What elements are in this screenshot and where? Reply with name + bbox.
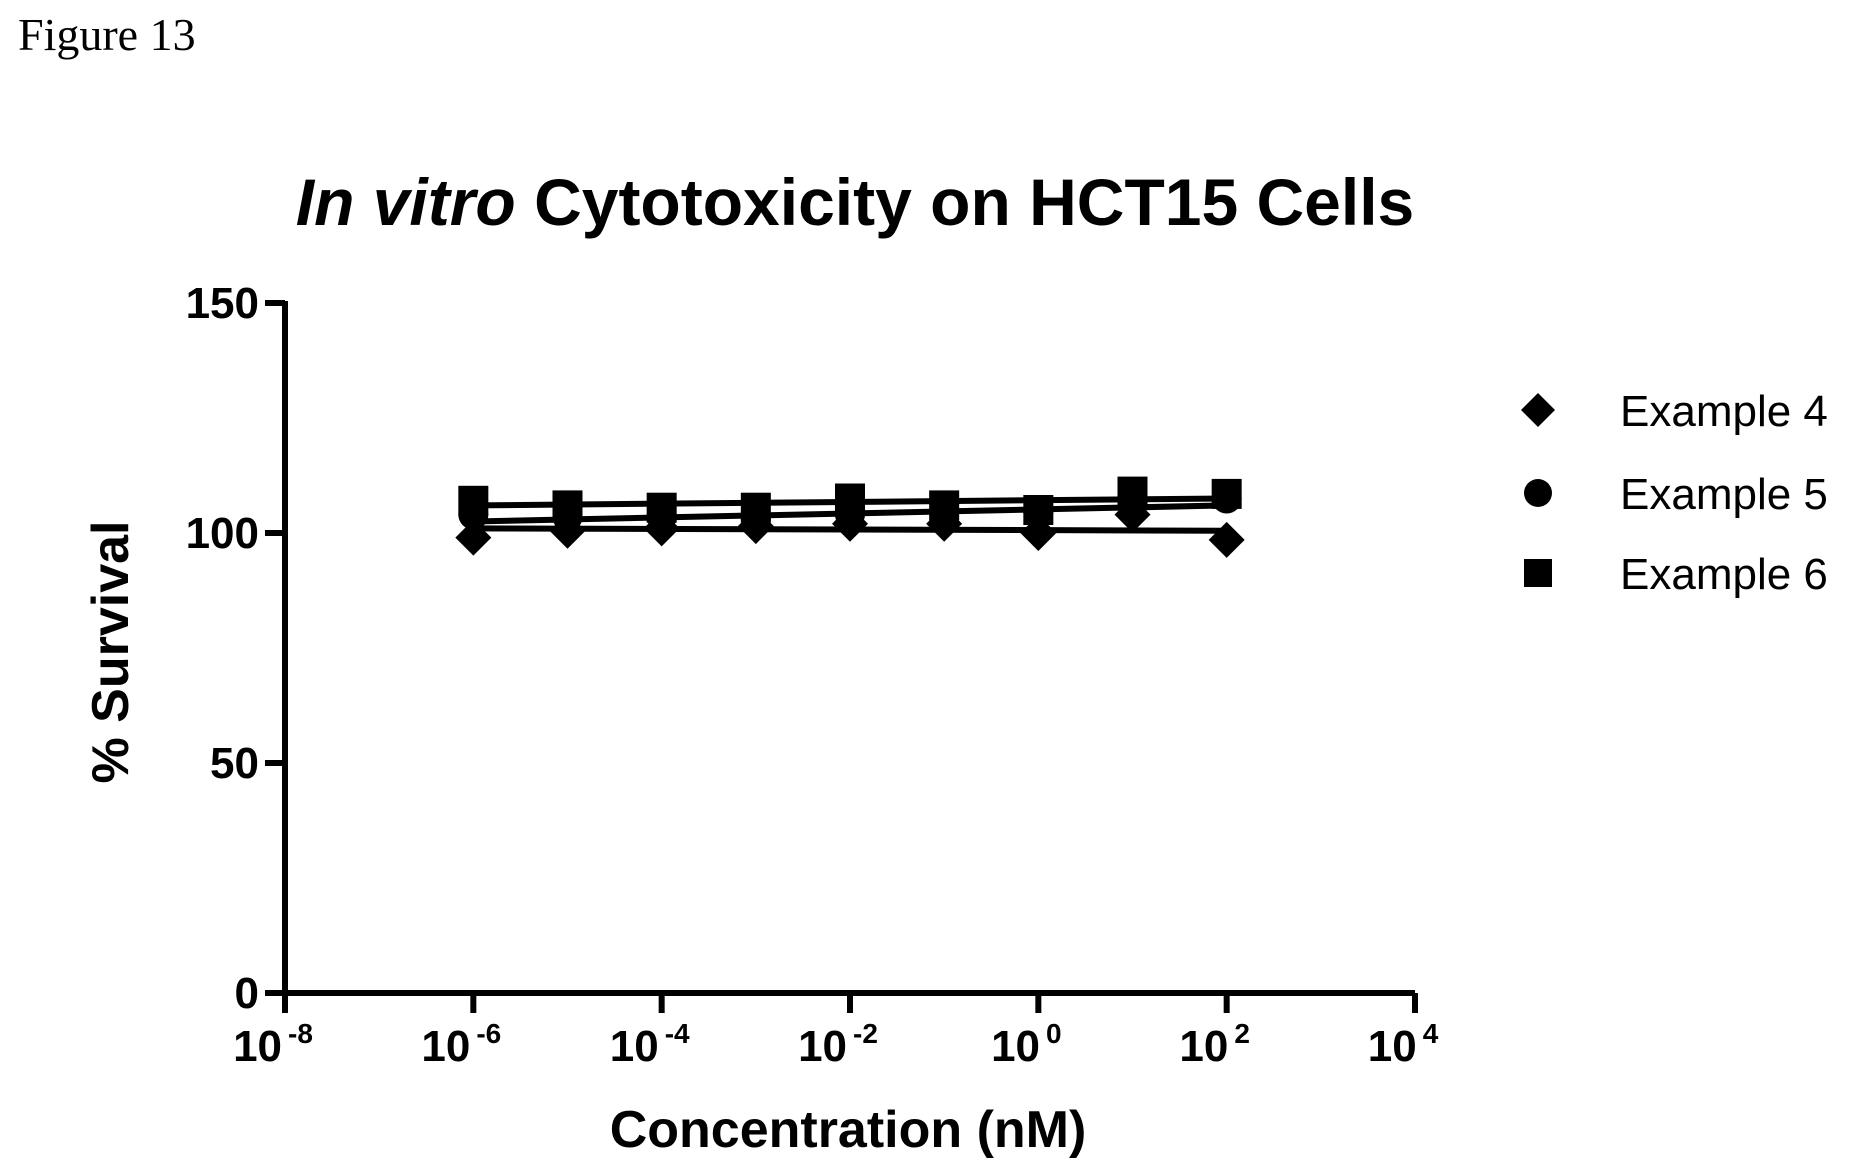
legend-example-6-marker xyxy=(1524,559,1552,587)
example-6-point xyxy=(740,492,771,523)
figure-label: Figure 13 xyxy=(18,9,196,60)
x-tick-label: 10 -8 xyxy=(233,1018,313,1071)
example-6-point xyxy=(929,490,960,521)
legend: Example 4 Example 5 Example 6 xyxy=(1521,387,1828,599)
example-4-point xyxy=(455,519,492,556)
legend-example-5-marker xyxy=(1524,479,1552,507)
example-6-point xyxy=(835,483,865,514)
example-6-point xyxy=(1023,495,1054,525)
legend-example-4-label: Example 4 xyxy=(1620,387,1828,436)
example-6-point xyxy=(552,490,583,521)
legend-example-5-label: Example 5 xyxy=(1620,470,1828,519)
example-6-point xyxy=(646,492,677,523)
legend-example-4-marker xyxy=(1521,393,1555,427)
legend-example-6-label: Example 6 xyxy=(1620,550,1828,599)
y-tick-label: 0 xyxy=(235,969,259,1018)
y-axis-title: % Survival xyxy=(82,520,140,783)
y-tick-label: 150 xyxy=(186,279,259,328)
example-6-point xyxy=(1211,478,1242,509)
axes: 0 50 100 150 10 -8 10 -6 10 -4 10 -2 10 0 10 2 10 4 xyxy=(186,279,1439,1071)
y-tick-label: 100 xyxy=(186,509,259,558)
x-tick-label: 10 0 xyxy=(991,1018,1062,1071)
x-tick-label: 10 -6 xyxy=(421,1018,501,1071)
x-tick-label: 10 -2 xyxy=(798,1018,878,1071)
x-tick-label: 10 2 xyxy=(1179,1018,1250,1071)
chart-title: In vitro Cytotoxicity on HCT15 Cells xyxy=(296,165,1415,239)
y-tick-label: 50 xyxy=(210,739,259,788)
example-4-point xyxy=(1208,521,1245,558)
chart-title-rest: Cytotoxicity on HCT15 Cells xyxy=(516,165,1415,239)
example-6-point xyxy=(458,485,489,516)
x-tick-label: 10 -4 xyxy=(610,1018,690,1071)
chart-title-italic: In vitro xyxy=(296,165,516,239)
data-markers xyxy=(455,476,1245,558)
x-tick-label: 10 4 xyxy=(1368,1018,1439,1071)
example-6-point xyxy=(1117,476,1148,507)
x-axis-title: Concentration (nM) xyxy=(610,1101,1087,1159)
